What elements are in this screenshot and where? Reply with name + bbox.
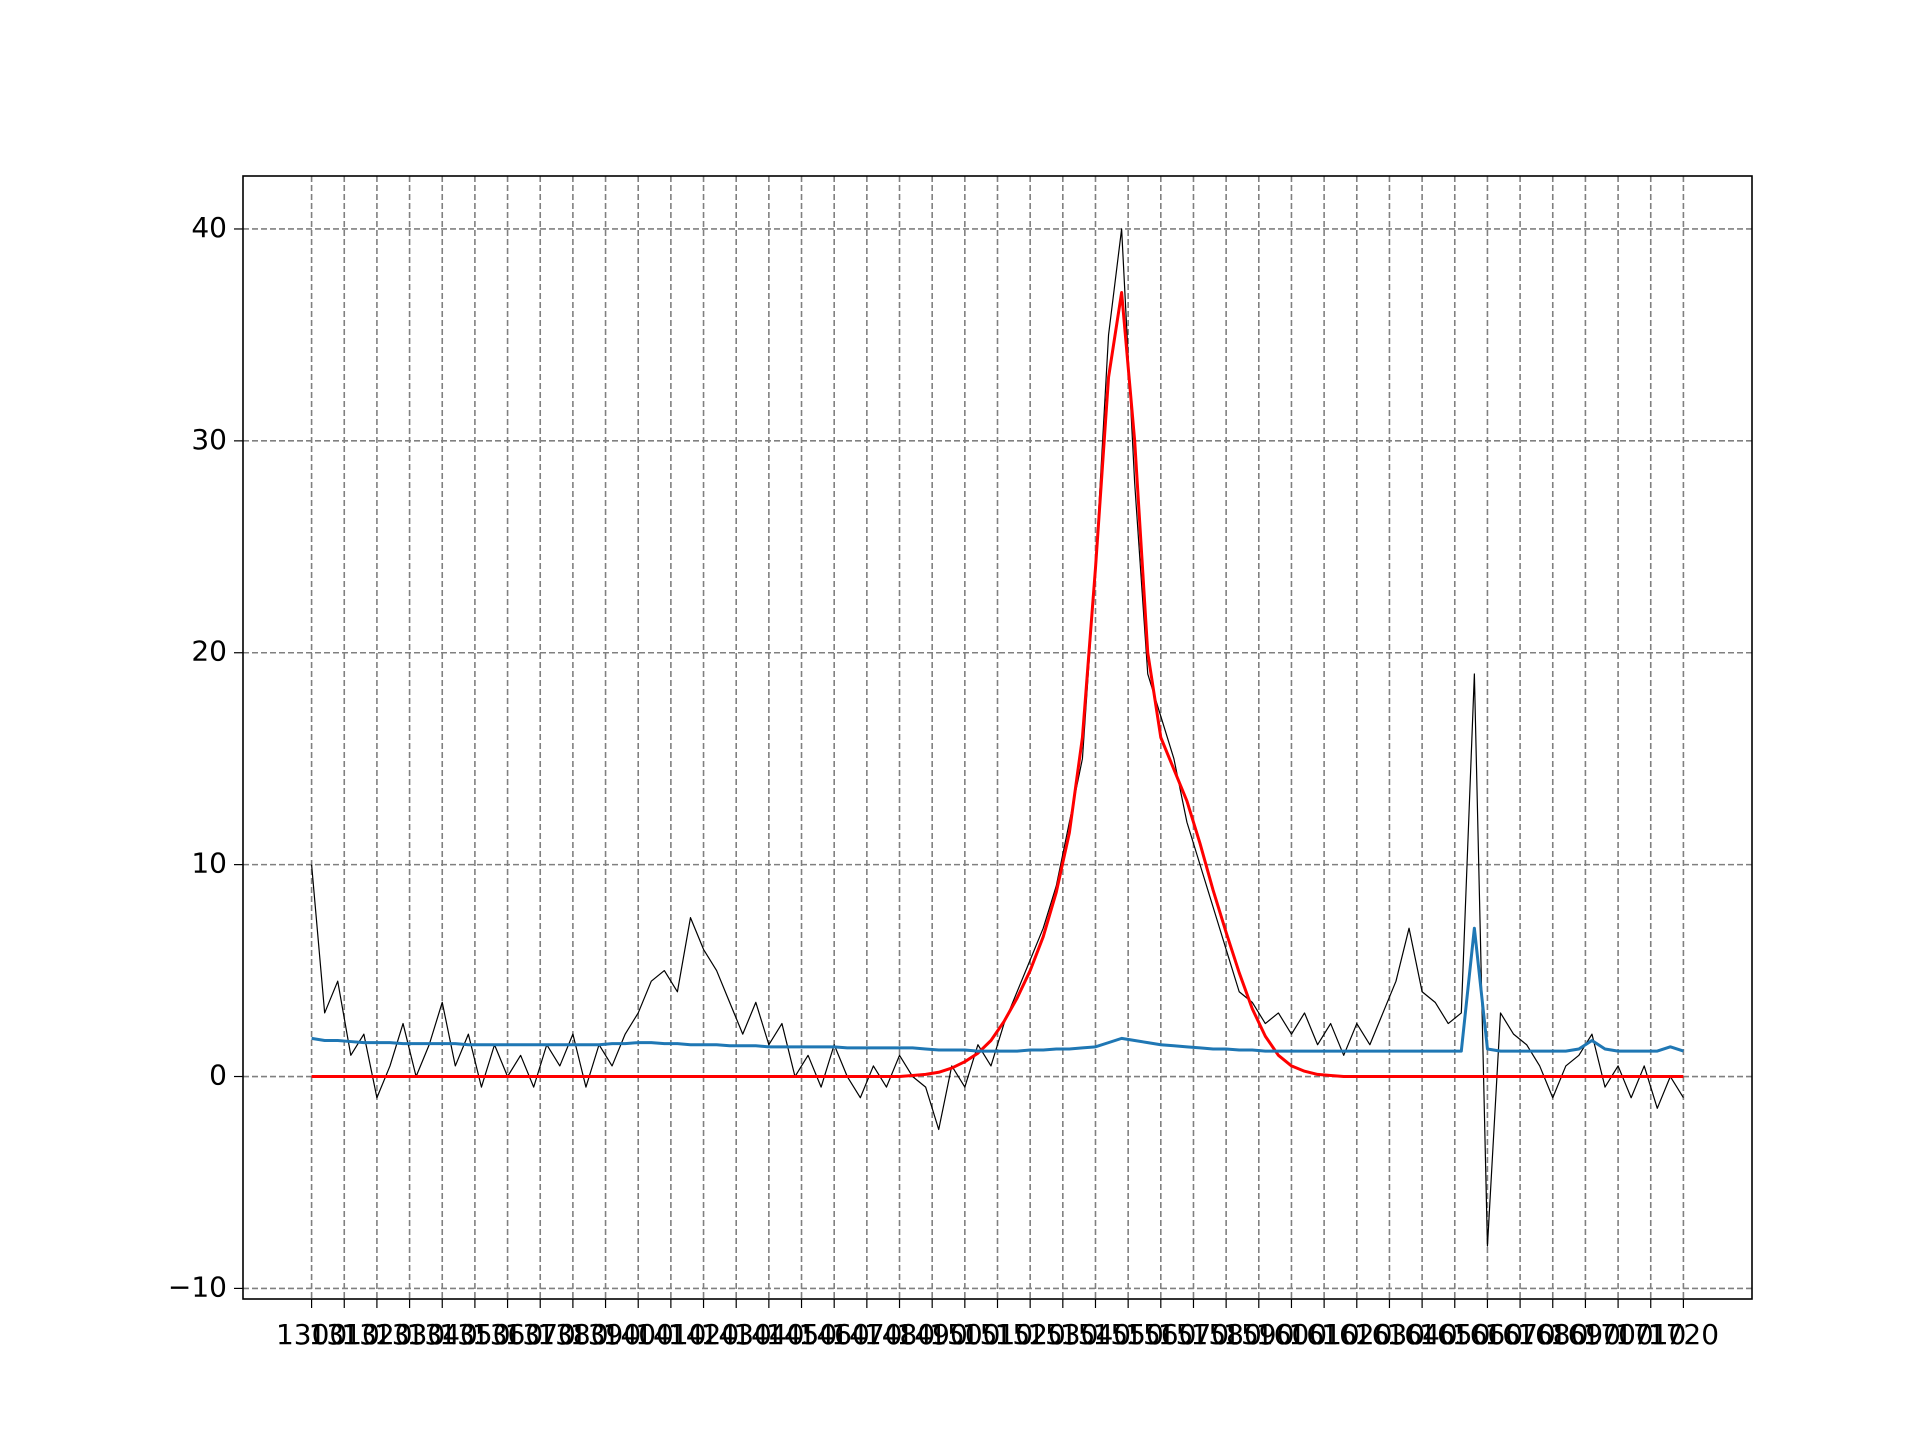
data-line [311,926,1684,1053]
x-tick-label: 1540 [1060,1318,1131,1351]
x-tick-label: 1670 [1484,1318,1555,1351]
x-tick-label: 1610 [1288,1318,1359,1351]
data-line [311,291,1684,1079]
x-tick-label: 1330 [374,1318,445,1351]
x-tick-label: 1520 [995,1318,1066,1351]
x-tick-label: 1560 [1125,1318,1196,1351]
x-tick-label: 1680 [1517,1318,1588,1351]
x-tick-label: 1620 [1321,1318,1392,1351]
y-tick-label: −10 [168,1270,227,1303]
y-tick-label: 10 [191,847,227,880]
x-tick-label: 1530 [1027,1318,1098,1351]
plot-frame [242,175,1753,1300]
y-tick-label: 30 [191,423,227,456]
x-tick-label: 1720 [1648,1318,1719,1351]
x-tick-label: 1650 [1419,1318,1490,1351]
x-tick-label: 1300 [276,1318,347,1351]
x-tick-label: 1700 [1582,1318,1653,1351]
x-tick-label: 1320 [341,1318,412,1351]
x-tick-label: 1480 [864,1318,935,1351]
y-tick-label: 20 [191,635,227,668]
y-tick-label: 0 [209,1059,227,1092]
data-line [310,228,1684,1247]
x-tick-label: 1400 [603,1318,674,1351]
x-tick-label: 1490 [897,1318,968,1351]
x-tick-label: 1550 [1093,1318,1164,1351]
x-tick-label: 1640 [1386,1318,1457,1351]
x-tick-label: 1710 [1615,1318,1686,1351]
x-tick-label: 1590 [1223,1318,1294,1351]
x-tick-label: 1580 [1191,1318,1262,1351]
x-tick-label: 1350 [439,1318,510,1351]
x-tick-label: 1470 [831,1318,902,1351]
x-tick-label: 1500 [929,1318,1000,1351]
y-tick-label: 40 [191,211,227,244]
x-tick-label: 1510 [962,1318,1033,1351]
x-tick-label: 1380 [537,1318,608,1351]
x-tick-label: 1310 [309,1318,380,1351]
x-tick-label: 1450 [766,1318,837,1351]
x-tick-label: 1460 [799,1318,870,1351]
x-tick-label: 1390 [570,1318,641,1351]
x-tick-label: 1440 [733,1318,804,1351]
x-tick-label: 1420 [668,1318,739,1351]
x-tick-label: 1570 [1158,1318,1229,1351]
x-tick-label: 1660 [1452,1318,1523,1351]
x-tick-label: 1370 [505,1318,576,1351]
x-tick-label: 1430 [701,1318,772,1351]
x-tick-label: 1630 [1354,1318,1425,1351]
x-tick-label: 1410 [635,1318,706,1351]
x-tick-label: 1340 [407,1318,478,1351]
x-tick-label: 1690 [1550,1318,1621,1351]
x-tick-label: 1360 [472,1318,543,1351]
x-tick-label: 1600 [1256,1318,1327,1351]
